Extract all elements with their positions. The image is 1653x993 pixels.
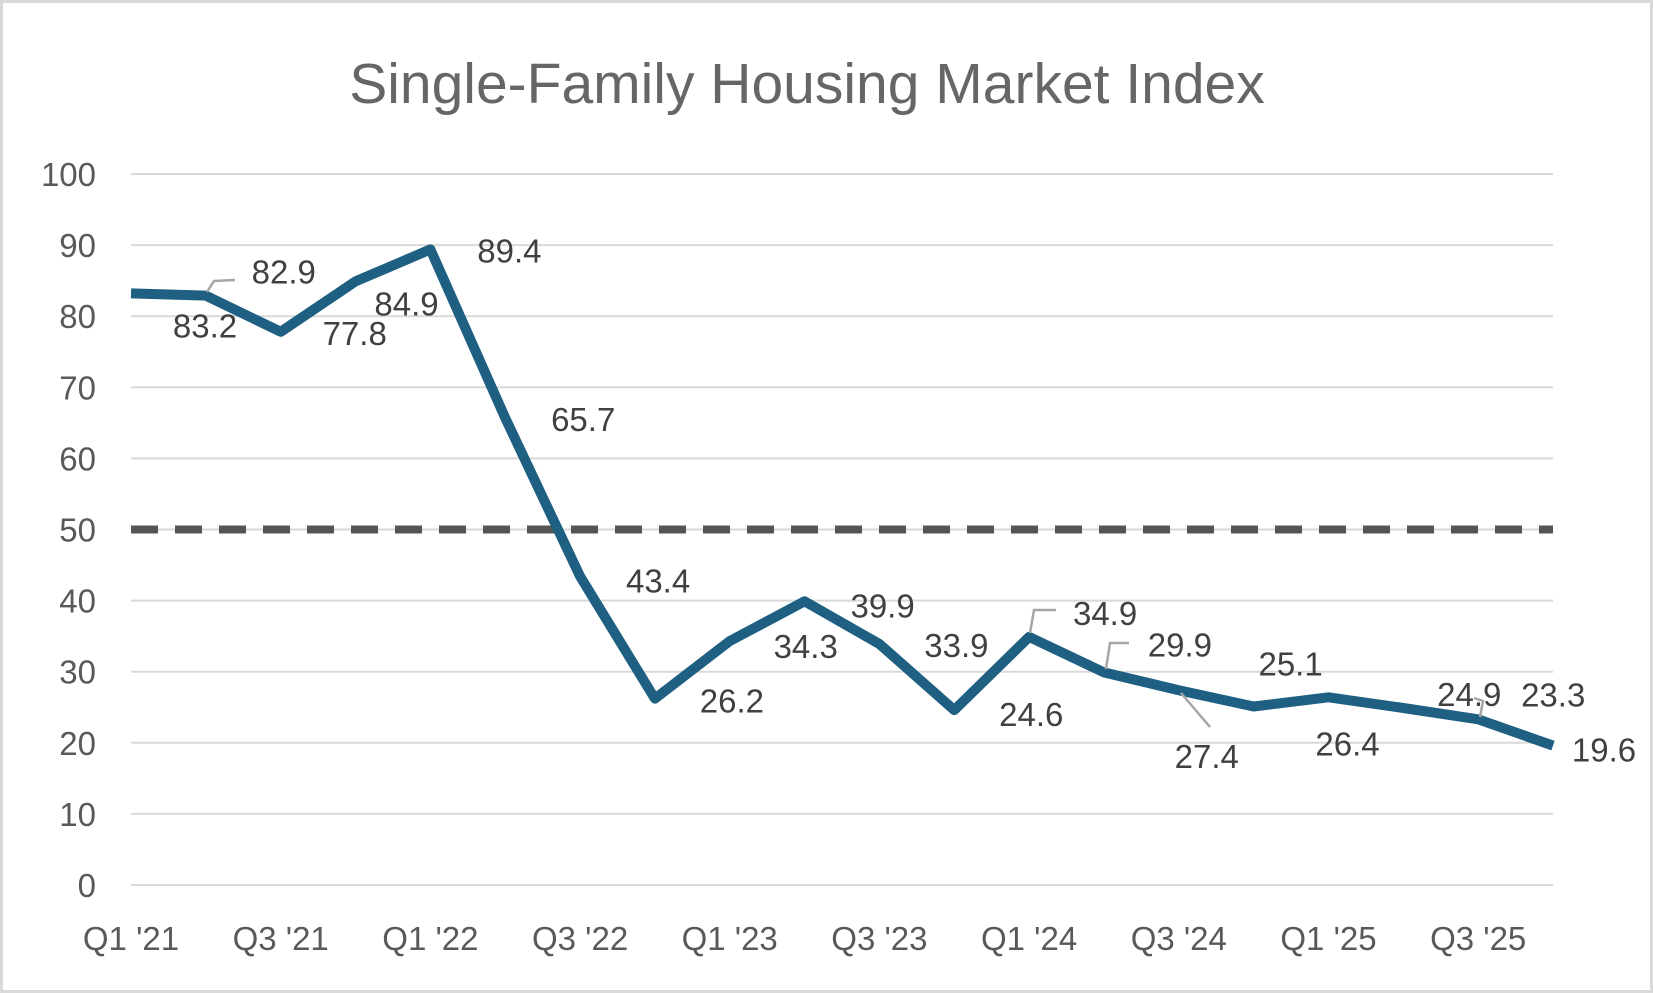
data-label: 24.9 [1437, 676, 1501, 713]
data-label: 27.4 [1175, 738, 1239, 775]
x-tick-label: Q1 '23 [682, 920, 778, 957]
data-label: 65.7 [551, 401, 615, 438]
x-tick-label: Q3 '22 [532, 920, 628, 957]
x-tick-label: Q3 '23 [831, 920, 927, 957]
data-label: 23.3 [1521, 676, 1585, 713]
y-tick-label: 100 [41, 156, 96, 193]
leader-line [1104, 641, 1129, 670]
data-label: 19.6 [1572, 732, 1636, 769]
y-tick-label: 50 [59, 512, 96, 549]
data-label: 34.9 [1073, 595, 1137, 632]
y-tick-label: 10 [59, 796, 96, 833]
data-label: 43.4 [626, 562, 690, 599]
x-tick-label: Q1 '24 [981, 920, 1077, 957]
x-tick-label: Q3 '24 [1131, 920, 1227, 957]
data-label: 84.9 [374, 285, 438, 322]
data-label: 34.3 [774, 628, 838, 665]
data-label: 83.2 [173, 307, 237, 344]
leader-line [1028, 608, 1056, 634]
data-label: 25.1 [1258, 646, 1322, 683]
y-tick-label: 30 [59, 654, 96, 691]
x-tick-label: Q1 '25 [1280, 920, 1376, 957]
leader-line [205, 278, 236, 293]
data-label: 89.4 [477, 232, 541, 269]
y-tick-label: 70 [59, 369, 96, 406]
data-label: 24.6 [999, 696, 1063, 733]
x-tick-label: Q1 '22 [382, 920, 478, 957]
data-label: 33.9 [924, 627, 988, 664]
line-chart: 0 10 20 30 40 50 60 70 80 90 100 Q1 '21 Q3 '21 Q1 '22… [41, 156, 1636, 957]
data-label: 26.4 [1315, 725, 1379, 762]
data-label: 39.9 [850, 587, 914, 624]
data-label: 26.2 [700, 683, 764, 720]
y-tick-label: 80 [59, 298, 96, 335]
y-tick-label: 90 [59, 227, 96, 264]
y-tick-label: 40 [59, 583, 96, 620]
leader-line [1180, 692, 1211, 728]
x-tick-label: Q1 '21 [83, 920, 179, 957]
data-label: 82.9 [252, 254, 316, 291]
x-tick-label: Q3 '21 [233, 920, 329, 957]
leader-line [1473, 696, 1485, 718]
y-tick-label: 20 [59, 725, 96, 762]
x-tick-label: Q3 '25 [1430, 920, 1526, 957]
y-tick-label: 60 [59, 440, 96, 477]
chart-title: Single-Family Housing Market Index [349, 52, 1265, 116]
data-label: 77.8 [323, 315, 387, 352]
series-line [130, 244, 1555, 751]
y-tick-label: 0 [78, 867, 96, 904]
data-label: 29.9 [1148, 626, 1212, 663]
